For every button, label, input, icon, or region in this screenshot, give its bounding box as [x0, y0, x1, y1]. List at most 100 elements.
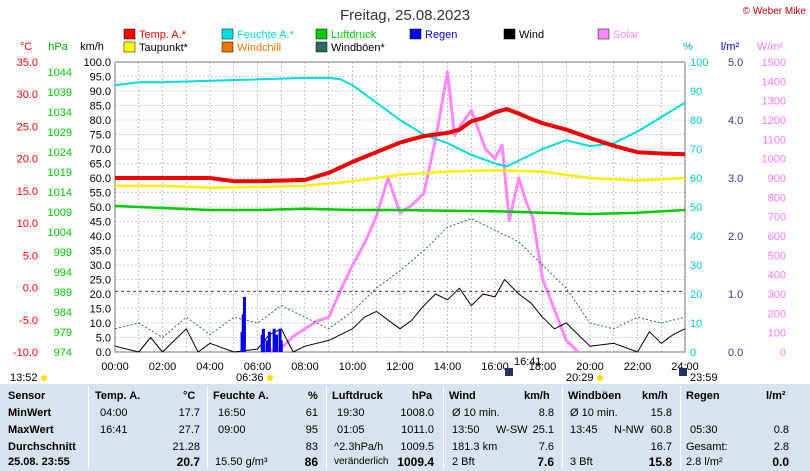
- x-tick-label: 04:00: [196, 361, 224, 373]
- stats-panel: Sensor MinWert MaxWert Durchschnitt 25.0…: [0, 384, 810, 471]
- row-label-min: MinWert: [8, 407, 52, 419]
- x-tick-label: 08:00: [291, 361, 319, 373]
- sun-icon: [41, 375, 47, 381]
- marker-label: 20:29: [566, 372, 594, 384]
- pressure-line: [114, 204, 686, 216]
- plot-area: [114, 70, 686, 354]
- kmh-tick-label: 50.0: [90, 202, 111, 214]
- pct-tick-label: 70: [690, 144, 702, 156]
- temp-tick-label: 0.0: [23, 283, 38, 295]
- rain-header: Regen: [686, 390, 720, 402]
- marker-label: 13:52: [10, 372, 38, 384]
- legend-label: Temp. A.*: [139, 29, 187, 41]
- pct-tick-label: 80: [690, 115, 702, 127]
- axis-header-rain: l/m²: [721, 41, 740, 53]
- temp-tick-label: 30.0: [17, 89, 38, 101]
- x-tick-label: 12:00: [386, 361, 414, 373]
- x-tick-label: 16:00: [481, 361, 509, 373]
- rain-bar: [267, 331, 271, 352]
- time-markers: 13:52 06:36 16:41 20:29 23:59: [10, 356, 718, 384]
- pct-tick-label: 100: [690, 57, 708, 69]
- rain-tick-label: 2.0: [728, 231, 743, 243]
- hum-unit: %: [308, 390, 318, 402]
- hpa-tick-label: 1009: [48, 207, 72, 219]
- temp-tick-label: -5.0: [19, 315, 38, 327]
- rain-bar: [275, 334, 278, 352]
- wind-distance-value: 7.6: [538, 441, 554, 453]
- rain-week: 2.8 l/m²: [686, 456, 723, 468]
- legend-swatch: [503, 28, 516, 40]
- x-tick-label: 00:00: [101, 361, 129, 373]
- legend-swatch: [221, 41, 234, 53]
- gust-max: 60.8: [650, 424, 672, 436]
- gust-current: 15.8: [648, 455, 672, 469]
- legend-label: Luftdruck: [331, 29, 377, 41]
- rain-tick-label: 5.0: [728, 57, 743, 69]
- legend-label: Taupunkt*: [139, 42, 189, 54]
- legend-label: Windchill: [237, 42, 281, 54]
- solar-tick-label: 200: [768, 308, 786, 320]
- humidity-line: [114, 76, 686, 168]
- press-min-time: 19:30: [337, 407, 365, 419]
- legend-label: Feuchte A.*: [237, 29, 295, 41]
- pct-tick-label: 50: [690, 202, 702, 214]
- hpa-tick-label: 1004: [48, 227, 72, 239]
- x-tick-label: 02:00: [149, 361, 177, 373]
- pct-tick-label: 60: [690, 173, 702, 185]
- solar-tick-label: 1500: [762, 57, 786, 69]
- hpa-tick-label: 1019: [48, 167, 72, 179]
- press-change: veränderlich: [334, 456, 389, 467]
- press-trend: ^2.3hPa/h: [334, 441, 384, 453]
- hum-min: 61: [305, 407, 318, 419]
- solar-tick-label: 600: [768, 231, 786, 243]
- kmh-tick-label: 95.0: [90, 72, 111, 84]
- hpa-tick-label: 994: [54, 267, 72, 279]
- rain-bar: [272, 328, 276, 352]
- hpa-tick-label: 1034: [48, 107, 72, 119]
- press-header: Luftdruck: [332, 390, 383, 402]
- kmh-tick-label: 15.0: [90, 304, 111, 316]
- gust-unit: km/h: [642, 390, 668, 402]
- solar-tick-label: 500: [768, 250, 786, 262]
- legend-label: Windböen*: [331, 42, 386, 54]
- axis-header-pct: %: [683, 41, 693, 53]
- rain-unit: l/m²: [766, 390, 786, 402]
- solar-tick-label: 1300: [762, 96, 786, 108]
- wind-avg-label: Ø 10 min.: [452, 407, 500, 419]
- solar-tick-label: 300: [768, 289, 786, 301]
- hpa-tick-label: 1039: [48, 87, 72, 99]
- press-max: 1011.0: [401, 424, 434, 436]
- solar-tick-label: 1400: [762, 76, 786, 88]
- legend-label: Regen: [425, 29, 457, 41]
- marker-label: 23:59: [690, 372, 718, 384]
- marker-label: 16:41: [514, 356, 542, 368]
- row-label-max: MaxWert: [8, 424, 54, 436]
- temp-tick-label: 25.0: [17, 121, 38, 133]
- temp-tick-label: 35.0: [17, 57, 38, 69]
- axis-header-kmh: km/h: [80, 41, 104, 53]
- legend-label: Solar: [613, 29, 639, 41]
- kmh-tick-label: 20.0: [90, 289, 111, 301]
- hpa-tick-label: 974: [54, 347, 72, 359]
- marker-label: 06:36: [236, 372, 264, 384]
- solar-tick-label: 800: [768, 192, 786, 204]
- hpa-tick-label: 1014: [48, 187, 72, 199]
- kmh-tick-label: 70.0: [90, 144, 111, 156]
- solar-tick-label: 1000: [762, 154, 786, 166]
- legend-swatch: [221, 28, 234, 40]
- hum-max: 95: [305, 424, 318, 436]
- sun-icon: [597, 375, 603, 381]
- press-max-time: 01:05: [337, 424, 365, 436]
- x-tick-label: 10:00: [339, 361, 367, 373]
- temp-min-time: 04:00: [100, 407, 128, 419]
- temp-tick-label: 5.0: [23, 250, 38, 262]
- temp-max: 27.7: [178, 424, 200, 436]
- rain-total: 2.8: [773, 441, 789, 453]
- chart-title: Freitag, 25.08.2023: [340, 7, 470, 24]
- pct-tick-label: 0: [690, 347, 696, 359]
- solar-tick-label: 1100: [762, 134, 786, 146]
- wind-current: 7.6: [537, 455, 554, 469]
- moon-icon: [679, 368, 687, 376]
- temp-unit: °C: [183, 390, 196, 402]
- rain-total-label: Gesamt:: [686, 441, 728, 453]
